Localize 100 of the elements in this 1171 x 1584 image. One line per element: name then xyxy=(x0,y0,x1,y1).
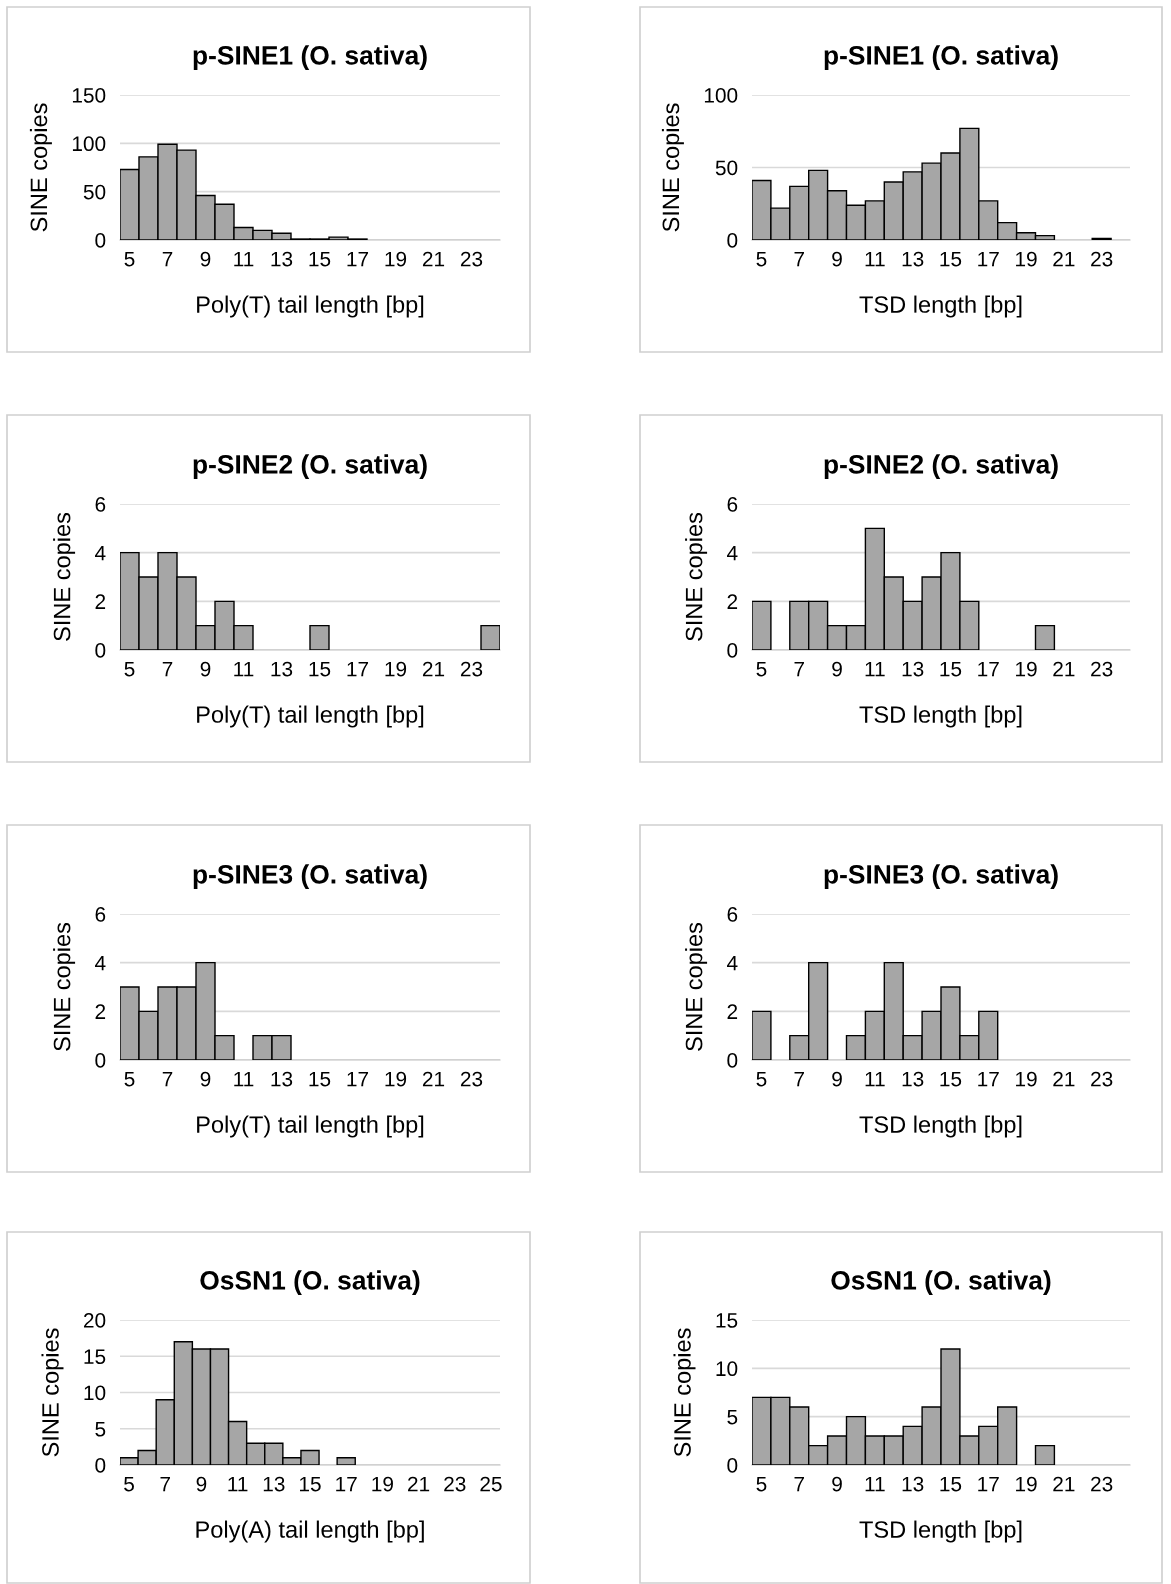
x-tick-label: 23 xyxy=(460,251,483,267)
y-tick-label: 50 xyxy=(83,184,106,200)
bar xyxy=(752,1010,772,1060)
x-tick-label: 5 xyxy=(124,661,135,677)
x-tick-label: 7 xyxy=(162,1071,173,1087)
x-tick-label: 7 xyxy=(794,1071,804,1087)
y-tick-label: 15 xyxy=(716,1313,738,1328)
y-axis-title: SINE copies xyxy=(685,512,708,641)
chart-title: p-SINE3 (O. sativa) xyxy=(193,864,427,889)
x-tick-label: 11 xyxy=(865,251,885,267)
x-tick-label: 21 xyxy=(422,661,445,677)
x-tick-label: 25 xyxy=(480,1476,502,1492)
x-tick-label: 21 xyxy=(1053,1476,1075,1492)
x-tick-label: 11 xyxy=(865,1476,885,1492)
y-tick-label: 5 xyxy=(727,1409,738,1425)
x-tick-label: 23 xyxy=(1091,251,1113,267)
x-tick-label: 11 xyxy=(228,1476,248,1492)
x-tick-label: 19 xyxy=(1016,1071,1037,1087)
y-tick-label: 15 xyxy=(84,1349,106,1364)
x-tick-label: 11 xyxy=(234,1071,254,1087)
y-tick-label: 0 xyxy=(95,233,106,248)
y-tick-label: 2 xyxy=(95,1004,106,1019)
y-tick-label: 5 xyxy=(95,1421,106,1437)
x-axis-title: TSD length [bp] xyxy=(859,1520,1022,1543)
x-tick-label: 23 xyxy=(1091,1071,1113,1087)
x-tick-label: 5 xyxy=(124,251,135,267)
y-axis-title: SINE copies xyxy=(685,922,708,1051)
x-tick-label: 15 xyxy=(940,251,962,267)
bar xyxy=(1034,1444,1056,1465)
x-tick-label: 9 xyxy=(200,251,211,267)
chart-title: p-SINE1 (O. sativa) xyxy=(193,45,427,70)
x-tick-label: 19 xyxy=(385,251,407,267)
bar xyxy=(336,1457,356,1465)
y-tick-label: 2 xyxy=(727,594,738,609)
x-tick-label: 11 xyxy=(865,1071,885,1087)
x-tick-label: 7 xyxy=(794,661,804,677)
x-tick-label: 15 xyxy=(940,661,962,677)
x-tick-label: 7 xyxy=(162,251,173,267)
x-tick-label: 11 xyxy=(234,661,254,677)
y-axis-title: SINE copies xyxy=(673,1328,696,1457)
x-axis-title: Poly(T) tail length [bp] xyxy=(197,295,424,318)
y-tick-label: 2 xyxy=(727,1004,738,1019)
x-tick-label: 21 xyxy=(422,251,445,267)
y-tick-label: 150 xyxy=(72,88,106,103)
x-axis-title: TSD length [bp] xyxy=(859,705,1022,728)
x-tick-label: 17 xyxy=(978,251,999,267)
y-tick-label: 0 xyxy=(95,1053,106,1068)
x-tick-label: 21 xyxy=(408,1476,430,1492)
y-tick-label: 6 xyxy=(727,907,738,922)
x-tick-label: 17 xyxy=(978,661,999,677)
x-tick-label: 13 xyxy=(902,1476,924,1492)
x-tick-label: 5 xyxy=(756,661,767,677)
y-tick-label: 100 xyxy=(704,88,738,103)
x-tick-label: 13 xyxy=(902,661,924,677)
y-tick-label: 2 xyxy=(95,594,106,609)
y-tick-label: 4 xyxy=(727,545,738,561)
chart-title: OsSN1 (O. sativa) xyxy=(831,1270,1051,1295)
y-tick-label: 6 xyxy=(95,907,106,922)
x-tick-label: 11 xyxy=(234,251,254,267)
x-tick-label: 9 xyxy=(832,1476,842,1492)
y-tick-label: 0 xyxy=(95,1458,106,1473)
y-tick-label: 20 xyxy=(83,1313,106,1328)
x-axis-title: Poly(A) tail length [bp] xyxy=(196,1520,424,1543)
x-tick-label: 5 xyxy=(756,1476,767,1492)
y-tick-label: 0 xyxy=(727,643,738,658)
bar xyxy=(309,624,330,650)
x-tick-label: 5 xyxy=(124,1476,134,1492)
y-tick-label: 4 xyxy=(95,955,106,971)
x-tick-label: 19 xyxy=(1016,1476,1037,1492)
x-axis-title: Poly(T) tail length [bp] xyxy=(197,1115,424,1138)
x-tick-label: 13 xyxy=(271,1071,293,1087)
x-tick-label: 15 xyxy=(300,1476,321,1492)
y-tick-label: 4 xyxy=(727,955,738,971)
x-tick-label: 15 xyxy=(309,1071,331,1087)
x-tick-label: 9 xyxy=(200,1071,211,1087)
y-axis-title: SINE copies xyxy=(53,922,76,1051)
chart-title: p-SINE1 (O. sativa) xyxy=(824,45,1058,70)
x-tick-label: 17 xyxy=(347,661,369,677)
y-tick-label: 4 xyxy=(95,545,106,561)
x-tick-label: 15 xyxy=(940,1476,962,1492)
chart-title: p-SINE2 (O. sativa) xyxy=(193,454,427,479)
x-tick-label: 23 xyxy=(460,1071,483,1087)
x-tick-label: 17 xyxy=(347,1071,369,1087)
y-tick-label: 10 xyxy=(84,1385,106,1401)
y-tick-label: 0 xyxy=(727,1053,738,1068)
x-tick-label: 23 xyxy=(1091,1476,1113,1492)
x-tick-label: 5 xyxy=(756,1071,767,1087)
x-tick-label: 15 xyxy=(309,661,331,677)
x-tick-label: 17 xyxy=(978,1476,999,1492)
x-tick-label: 21 xyxy=(422,1071,445,1087)
y-tick-label: 6 xyxy=(727,497,738,512)
x-tick-label: 13 xyxy=(902,251,924,267)
x-tick-label: 11 xyxy=(865,661,885,677)
x-tick-label: 7 xyxy=(160,1476,170,1492)
chart-title: OsSN1 (O. sativa) xyxy=(200,1270,420,1295)
x-tick-label: 5 xyxy=(756,251,767,267)
x-axis-title: TSD length [bp] xyxy=(859,295,1022,318)
x-tick-label: 23 xyxy=(460,661,483,677)
y-tick-label: 0 xyxy=(727,233,738,248)
x-tick-label: 19 xyxy=(385,661,407,677)
